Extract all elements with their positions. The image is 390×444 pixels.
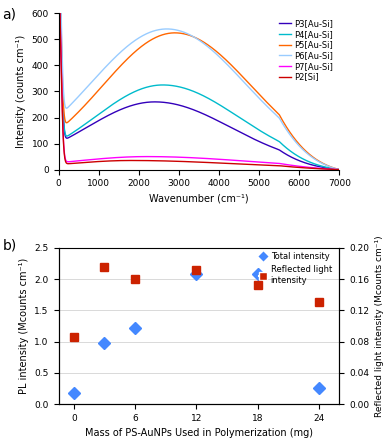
X-axis label: Wavenumber (cm⁻¹): Wavenumber (cm⁻¹): [149, 194, 249, 204]
P3[Au-Si]: [163, 100, 168, 105]
Line: P6[Au-Si]: P6[Au-Si]: [58, 0, 339, 170]
P5[Au-Si]: [239, 72, 243, 78]
Legend: Total intensity, Reflected light
intensity: Total intensity, Reflected light intensi…: [255, 249, 335, 288]
P2[Si]: [337, 167, 342, 172]
P2[Si]: [266, 163, 270, 168]
P3[Au-Si]: [225, 123, 229, 128]
P6[Au-Si]: [239, 76, 243, 82]
P4[Au-Si]: [266, 133, 270, 138]
P5[Au-Si]: [266, 101, 270, 106]
P7[Au-Si]: [266, 160, 270, 165]
P6[Au-Si]: [163, 26, 168, 32]
X-axis label: Mass of PS-AuNPs Used in Polymerization (mg): Mass of PS-AuNPs Used in Polymerization …: [85, 428, 313, 438]
P3[Au-Si]: [337, 167, 342, 172]
Line: P2[Si]: P2[Si]: [58, 0, 339, 170]
Line: P7[Au-Si]: P7[Au-Si]: [58, 0, 339, 170]
P4[Au-Si]: [225, 107, 229, 112]
Y-axis label: Intensity (counts cm⁻¹): Intensity (counts cm⁻¹): [16, 35, 26, 148]
P5[Au-Si]: [287, 129, 292, 134]
P4[Au-Si]: [287, 148, 292, 153]
P3[Au-Si]: [239, 130, 243, 135]
P7[Au-Si]: [225, 157, 229, 163]
P5[Au-Si]: [163, 31, 168, 36]
Line: P4[Au-Si]: P4[Au-Si]: [58, 0, 339, 170]
Text: a): a): [2, 7, 16, 21]
Line: P5[Au-Si]: P5[Au-Si]: [58, 0, 339, 170]
P4[Au-Si]: [107, 104, 112, 109]
P4[Au-Si]: [337, 167, 342, 172]
P6[Au-Si]: [107, 60, 112, 66]
P6[Au-Si]: [225, 62, 229, 67]
P4[Au-Si]: [239, 116, 243, 121]
P2[Si]: [163, 159, 168, 164]
P7[Au-Si]: [107, 155, 112, 161]
Legend: P3[Au-Si], P4[Au-Si], P5[Au-Si], P6[Au-Si], P7[Au-Si], P2[Si]: P3[Au-Si], P4[Au-Si], P5[Au-Si], P6[Au-S…: [277, 17, 335, 83]
P7[Au-Si]: [287, 163, 292, 168]
P2[Si]: [107, 159, 112, 164]
P7[Au-Si]: [239, 158, 243, 163]
P2[Si]: [287, 164, 292, 169]
P5[Au-Si]: [337, 167, 342, 172]
P2[Si]: [239, 161, 243, 166]
P3[Au-Si]: [287, 154, 292, 159]
P3[Au-Si]: [107, 112, 112, 117]
P3[Au-Si]: [266, 143, 270, 148]
P2[Si]: [225, 161, 229, 166]
Line: P3[Au-Si]: P3[Au-Si]: [58, 0, 339, 170]
P5[Au-Si]: [225, 58, 229, 63]
P7[Au-Si]: [163, 154, 168, 159]
P7[Au-Si]: [337, 167, 342, 172]
P6[Au-Si]: [266, 105, 270, 110]
Text: b): b): [2, 238, 17, 252]
Y-axis label: Reflected light intensity (Mcounts cm⁻¹): Reflected light intensity (Mcounts cm⁻¹): [375, 235, 384, 417]
P6[Au-Si]: [337, 167, 342, 172]
P6[Au-Si]: [287, 131, 292, 137]
P5[Au-Si]: [107, 75, 112, 80]
P4[Au-Si]: [163, 82, 168, 87]
Y-axis label: PL intensity (Mcounts cm⁻¹): PL intensity (Mcounts cm⁻¹): [19, 258, 29, 394]
